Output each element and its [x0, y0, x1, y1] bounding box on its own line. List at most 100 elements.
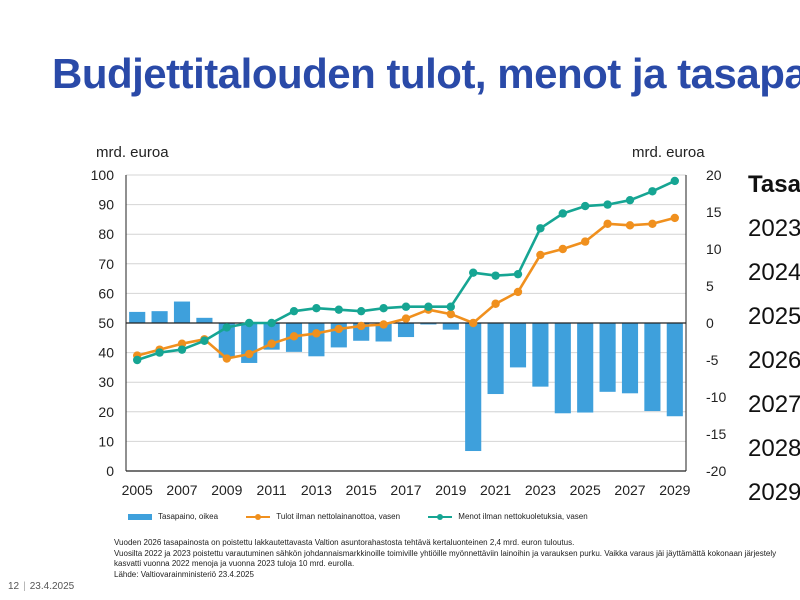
- expenditure-point: [603, 200, 612, 209]
- balance-bar: [397, 323, 415, 338]
- expenditure-point: [625, 195, 635, 205]
- right-tick-label: -10: [706, 389, 726, 405]
- balance-bar: [554, 323, 571, 414]
- page-number: 12: [8, 581, 20, 592]
- revenue-point: [379, 320, 388, 329]
- x-tick-label: 2017: [390, 482, 421, 498]
- expenditure-point: [513, 269, 523, 279]
- revenue-point: [469, 318, 478, 328]
- x-tick-label: 2007: [166, 482, 197, 498]
- page-title: Budjettitalouden tulot, menot ja tasapai…: [52, 50, 800, 97]
- x-tick-label: 2023: [525, 482, 556, 498]
- expenditure-point: [446, 302, 455, 311]
- left-tick-label: 10: [98, 433, 114, 449]
- expenditure-point: [155, 348, 164, 357]
- balance-bar: [644, 323, 661, 412]
- chart-notes: Vuoden 2026 tasapainosta on poistettu la…: [114, 538, 784, 580]
- left-tick-label: 90: [98, 197, 114, 213]
- balance-bar: [599, 323, 616, 392]
- balance-bar: [375, 323, 392, 342]
- x-tick-label: 2029: [659, 482, 690, 498]
- balance-bar: [465, 323, 482, 452]
- right-tick-label: -5: [706, 352, 719, 368]
- balance-bar: [666, 323, 683, 417]
- revenue-point: [177, 339, 187, 348]
- balance-bar: [196, 317, 213, 323]
- x-tick-label: 2027: [614, 482, 645, 498]
- side-table: Tasapaino 2023 2024 2025 2026 2027 2028 …: [748, 168, 800, 520]
- revenue-point: [334, 324, 343, 334]
- legend-item-expenditure: Menot ilman nettokuoletuksia, vasen: [428, 512, 588, 522]
- revenue-point: [670, 213, 679, 223]
- x-tick-label: 2013: [301, 482, 332, 498]
- expenditure-point: [222, 323, 231, 332]
- revenue-point: [357, 321, 366, 331]
- side-table-row: 2023: [748, 215, 800, 242]
- right-tick-label: 10: [706, 241, 722, 257]
- slide-footer: 12 | 23.4.2025: [8, 581, 75, 592]
- side-table-row: 2027: [748, 391, 800, 418]
- legend-item-balance: Tasapaino, oikea: [128, 512, 218, 521]
- left-tick-label: 100: [91, 167, 115, 183]
- legend-item-revenue: Tulot ilman nettolainanottoa, vasen: [246, 512, 400, 521]
- expenditure-point: [289, 306, 299, 316]
- left-axis-unit: mrd. euroa: [96, 144, 169, 161]
- expenditure-point: [670, 176, 679, 186]
- note-line: Vuoden 2026 tasapainosta on poistettu la…: [114, 538, 575, 547]
- expenditure-point: [312, 304, 321, 313]
- legend-swatch-bar: [128, 514, 152, 521]
- revenue-point: [267, 339, 276, 348]
- revenue-point: [581, 237, 590, 246]
- note-line: Vuosilta 2022 ja 2023 poistettu varautum…: [114, 548, 777, 569]
- x-tick-label: 2011: [257, 482, 287, 498]
- legend-label: Tulot ilman nettolainanottoa, vasen: [276, 512, 401, 522]
- left-tick-label: 0: [106, 463, 114, 479]
- expenditure-point: [379, 304, 388, 313]
- expenditure-point: [424, 302, 433, 311]
- balance-bar: [442, 323, 459, 330]
- x-tick-label: 2025: [570, 482, 601, 498]
- balance-bar: [173, 301, 191, 323]
- revenue-line: [136, 216, 676, 360]
- expenditure-point: [491, 271, 500, 280]
- left-tick-label: 30: [98, 374, 114, 390]
- balance-bar: [129, 311, 146, 323]
- revenue-point: [648, 219, 657, 229]
- expenditure-point: [357, 306, 366, 316]
- expenditure-point: [581, 201, 590, 211]
- revenue-point: [312, 329, 321, 338]
- right-tick-label: 20: [706, 167, 722, 183]
- right-tick-label: 5: [706, 278, 714, 294]
- revenue-point: [603, 219, 612, 229]
- balance-bar: [420, 323, 437, 325]
- x-tick-label: 2005: [122, 482, 153, 498]
- side-table-row: 2029: [748, 479, 800, 506]
- tick-labels: 0 10 20 30 40 50 60 70 80 90 100 -20 -15 -10 -5 0 5 10 15 2…: [91, 167, 727, 498]
- balance-bar: [151, 311, 168, 323]
- x-tick-label: 2021: [480, 482, 511, 498]
- line-series: [133, 176, 679, 365]
- chart-legend: Tasapaino, oikea Tulot ilman nettolainan…: [128, 512, 614, 521]
- right-axis-unit: mrd. euroa: [632, 144, 705, 161]
- side-table-header: Tasapaino: [748, 171, 800, 198]
- side-table-row: 2024: [748, 259, 800, 286]
- expenditure-point: [469, 268, 478, 277]
- expenditure-point: [267, 318, 276, 328]
- left-tick-label: 50: [98, 315, 114, 331]
- footer-date: 23.4.2025: [29, 581, 75, 592]
- expenditure-point: [245, 318, 254, 328]
- expenditure-point: [200, 336, 209, 345]
- legend-label: Menot ilman nettokuoletuksia, vasen: [458, 512, 588, 522]
- revenue-point: [625, 221, 635, 230]
- left-tick-label: 20: [98, 404, 114, 420]
- expenditure-point: [558, 209, 567, 218]
- right-tick-label: 15: [706, 204, 722, 220]
- right-tick-label: 0: [706, 315, 714, 331]
- balance-bar: [532, 323, 549, 387]
- x-tick-label: 2015: [346, 482, 377, 498]
- right-tick-label: -20: [706, 463, 726, 479]
- legend-swatch-line: [246, 514, 271, 521]
- side-table-row: 2026: [748, 347, 800, 374]
- side-table-row: 2028: [748, 435, 800, 462]
